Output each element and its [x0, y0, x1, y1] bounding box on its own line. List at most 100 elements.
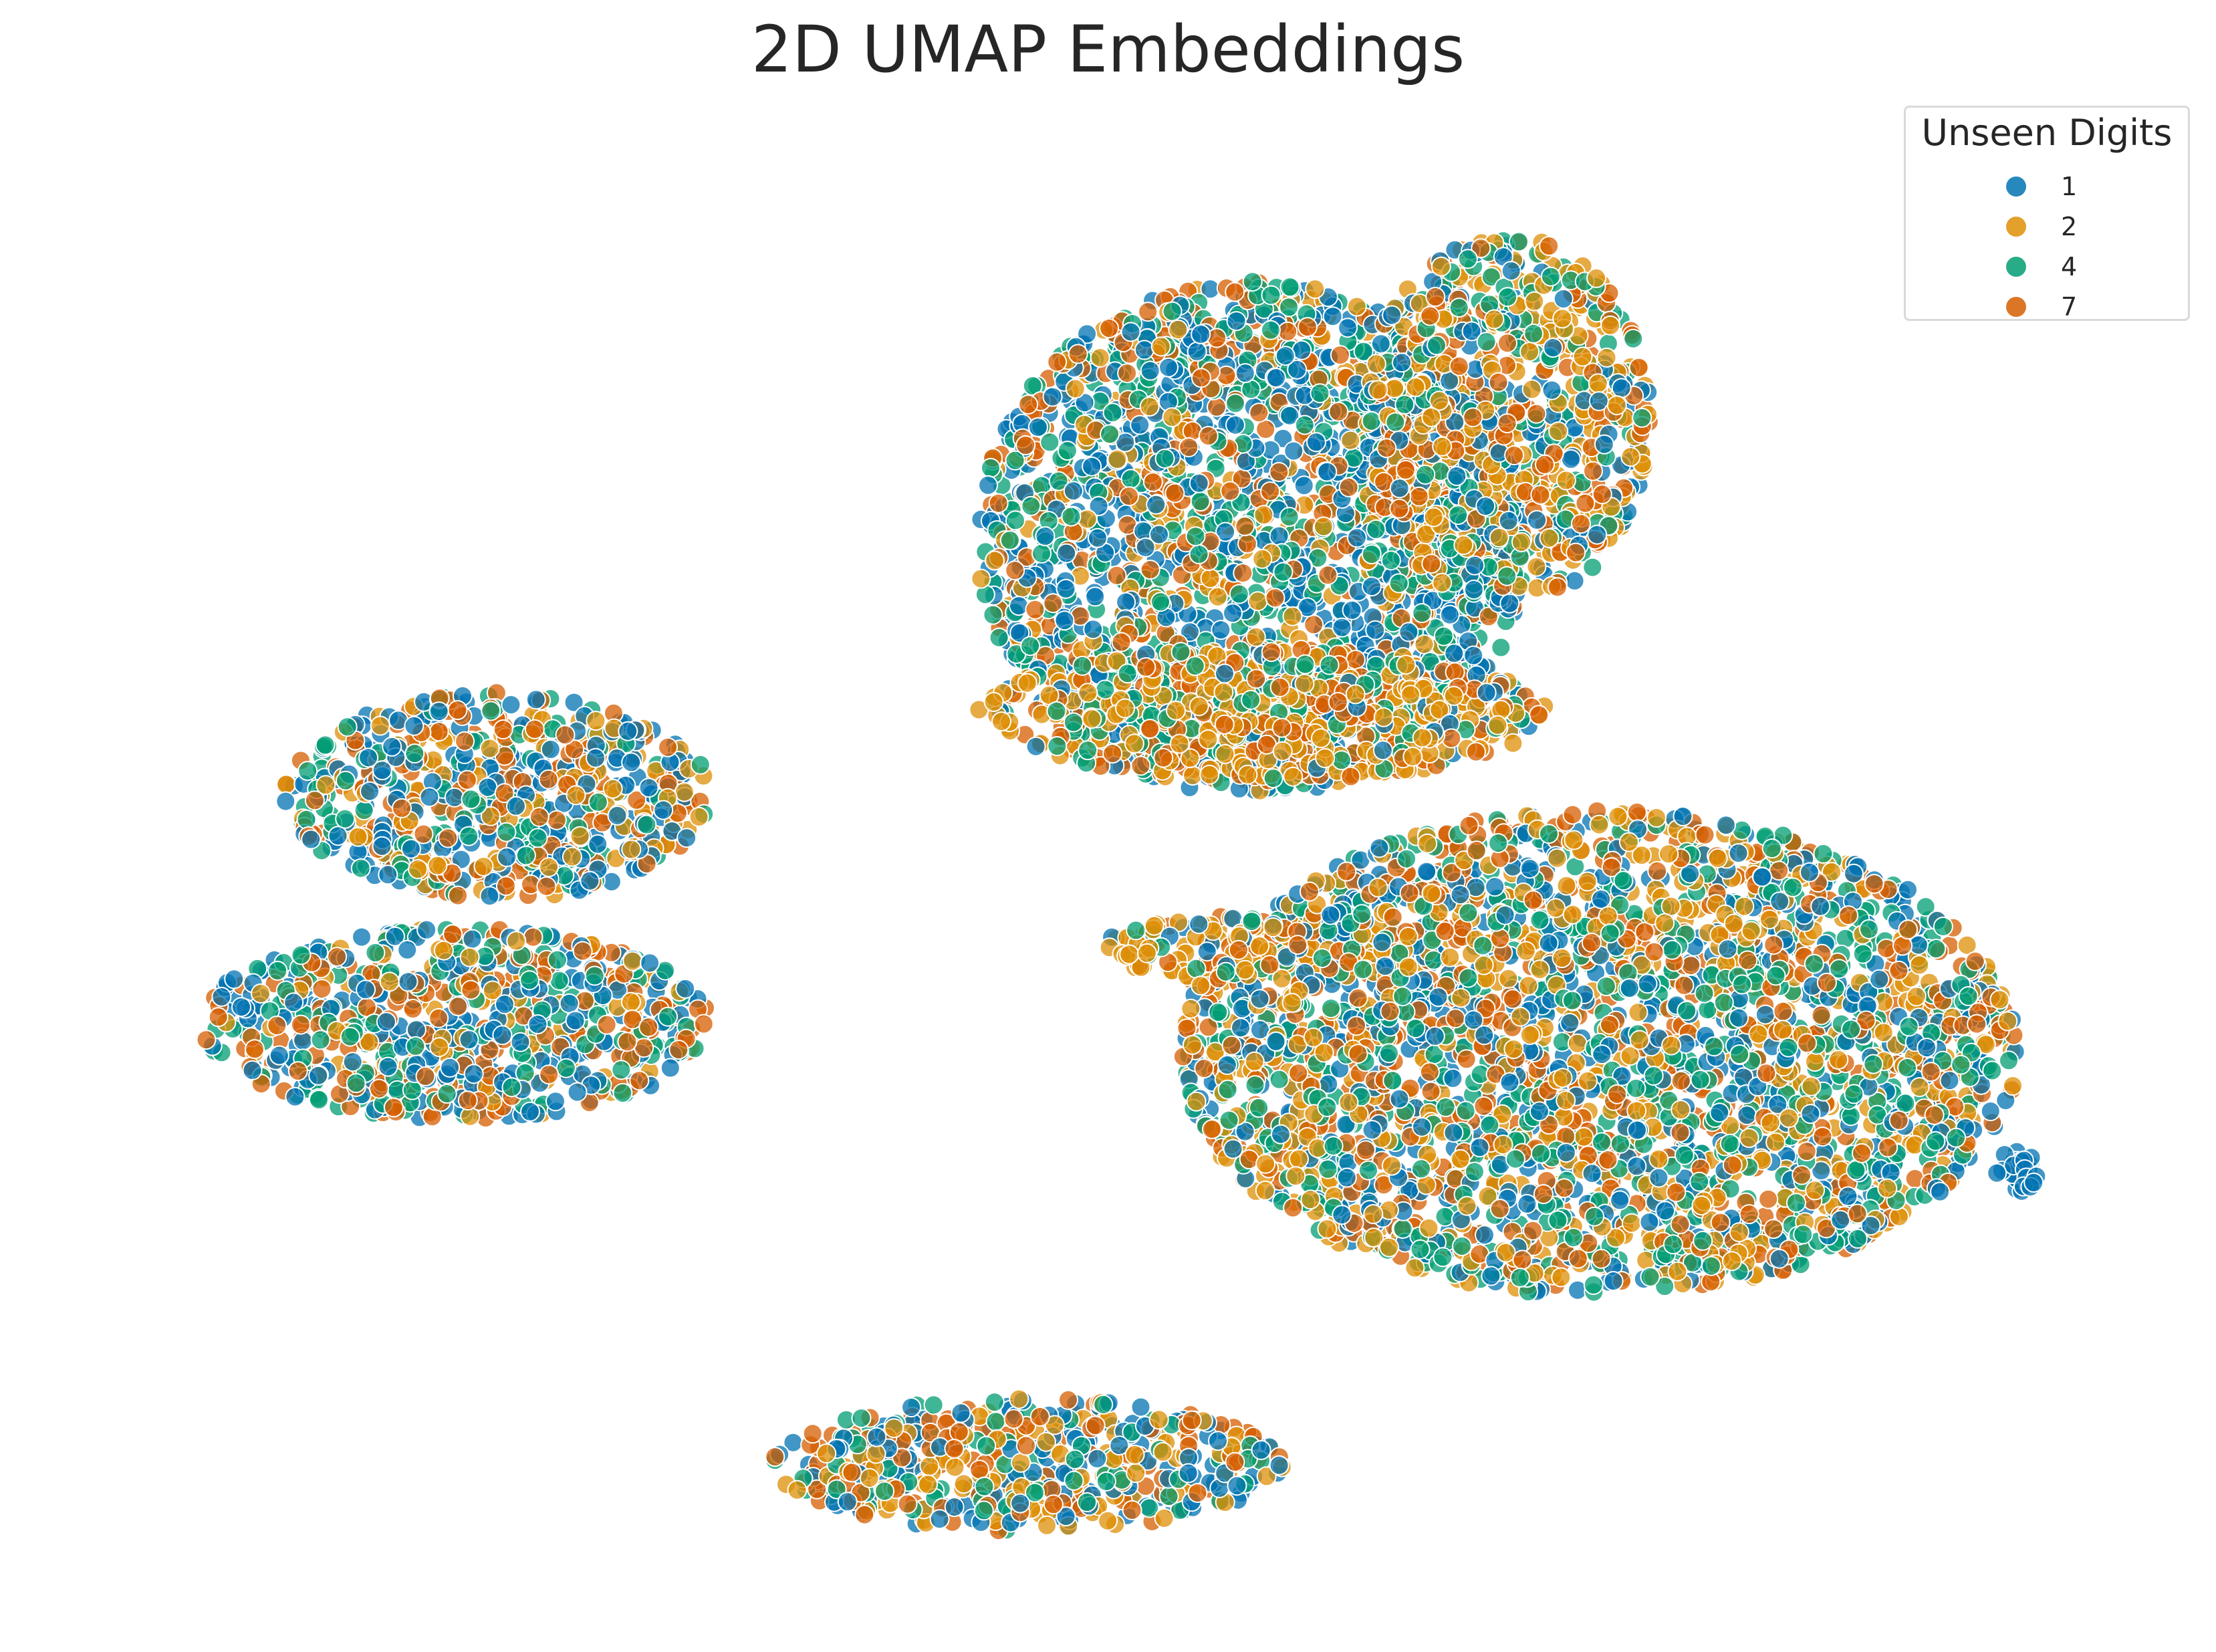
scatter-point-digit-1 — [1055, 611, 1074, 630]
scatter-point-digit-1 — [1465, 556, 1484, 575]
scatter-point-digit-4 — [1390, 574, 1408, 592]
scatter-point-digit-7 — [525, 720, 544, 739]
scatter-point-digit-1 — [1445, 644, 1463, 663]
scatter-point-digit-1 — [1043, 388, 1062, 406]
scatter-point-digit-4 — [1273, 563, 1292, 582]
scatter-point-digit-1 — [1366, 621, 1384, 640]
scatter-point-digit-7 — [430, 722, 449, 741]
scatter-point-digit-1 — [463, 930, 482, 949]
scatter-point-digit-1 — [378, 865, 397, 884]
scatter-point-digit-7 — [1225, 283, 1244, 302]
scatter-point-digit-7 — [1298, 318, 1317, 336]
scatter-point-digit-2 — [1316, 749, 1334, 768]
scatter-point-digit-7 — [1215, 715, 1234, 734]
scatter-point-digit-4 — [1362, 545, 1381, 564]
scatter-point-digit-2 — [985, 693, 1003, 711]
scatter-point-digit-1 — [460, 1030, 479, 1049]
scatter-point-digit-7 — [1207, 398, 1226, 417]
scatter-point-digit-2 — [371, 717, 390, 735]
scatter-point-digit-7 — [404, 999, 422, 1018]
scatter-point-digit-7 — [630, 1071, 648, 1090]
scatter-point-digit-2 — [992, 712, 1011, 731]
scatter-point-digit-7 — [1199, 427, 1218, 445]
scatter-point-digit-7 — [1535, 455, 1554, 474]
scatter-point-digit-4 — [1243, 272, 1262, 291]
scatter-point-digit-7 — [1346, 651, 1365, 669]
scatter-point-digit-2 — [1116, 699, 1134, 718]
scatter-point-digit-7 — [1467, 743, 1485, 761]
scatter-point-digit-4 — [1122, 469, 1140, 488]
scatter-point-digit-4 — [548, 951, 567, 969]
scatter-point-digit-4 — [1264, 769, 1283, 788]
scatter-point-digit-2 — [430, 1038, 449, 1056]
scatter-point-digit-7 — [1540, 237, 1558, 255]
scatter-point-digit-4 — [347, 1074, 366, 1092]
scatter-point-digit-4 — [691, 755, 710, 774]
scatter-point-digit-4 — [1362, 412, 1381, 431]
scatter-point-digit-2 — [1162, 408, 1181, 427]
scatter-point-digit-1 — [1372, 334, 1390, 353]
scatter-point-digit-4 — [516, 1064, 535, 1082]
scatter-point-digit-2 — [1214, 683, 1233, 701]
scatter-point-digit-1 — [1236, 364, 1255, 382]
scatter-point-digit-7 — [1262, 642, 1281, 661]
scatter-point-digit-1 — [1382, 306, 1401, 325]
scatter-point-digit-1 — [1009, 596, 1028, 615]
scatter-point-digit-4 — [1186, 657, 1205, 675]
scatter-point-digit-7 — [461, 981, 480, 999]
scatter-point-digit-4 — [1006, 511, 1025, 529]
scatter-point-digit-2 — [1488, 716, 1507, 735]
scatter-point-digit-2 — [1200, 765, 1219, 784]
scatter-point-digit-4 — [637, 816, 656, 834]
scatter-point-digit-7 — [429, 1009, 448, 1028]
scatter-point-digit-1 — [1086, 587, 1104, 606]
scatter-point-digit-2 — [1209, 588, 1227, 606]
scatter-point-digit-2 — [481, 739, 499, 758]
scatter-point-digit-1 — [1348, 528, 1366, 547]
scatter-point-digit-1 — [1295, 476, 1314, 495]
scatter-point-digit-2 — [435, 941, 453, 960]
scatter-point-digit-4 — [1459, 249, 1477, 268]
scatter-point-digit-4 — [1163, 302, 1182, 321]
scatter-point-digit-4 — [589, 793, 608, 812]
scatter-point-digit-4 — [1498, 287, 1517, 306]
scatter-point-digit-4 — [1104, 403, 1122, 422]
scatter-point-digit-7 — [1318, 566, 1337, 584]
scatter-point-digit-1 — [301, 830, 320, 849]
scatter-point-digit-4 — [1073, 657, 1092, 675]
scatter-point-digit-4 — [406, 1037, 425, 1056]
scatter-point-digit-4 — [1311, 384, 1330, 402]
scatter-point-digit-4 — [462, 790, 481, 808]
scatter-point-digit-4 — [503, 1078, 521, 1096]
scatter-point-digit-2 — [1490, 528, 1509, 547]
scatter-point-digit-1 — [377, 1012, 396, 1031]
scatter-point-digit-1 — [1566, 572, 1584, 590]
scatter-point-digit-7 — [1016, 436, 1035, 455]
scatter-points — [197, 231, 2046, 1540]
scatter-point-digit-7 — [1019, 395, 1037, 414]
scatter-point-digit-1 — [1136, 538, 1155, 557]
scatter-point-digit-2 — [1433, 574, 1451, 592]
scatter-point-digit-1 — [568, 1083, 587, 1102]
scatter-point-digit-2 — [1601, 316, 1620, 335]
scatter-point-digit-2 — [1425, 508, 1443, 527]
scatter-point-digit-4 — [550, 971, 569, 990]
scatter-point-digit-4 — [1156, 449, 1175, 468]
scatter-point-digit-4 — [1021, 636, 1039, 655]
scatter-point-digit-7 — [1221, 482, 1239, 501]
scatter-point-digit-1 — [640, 778, 658, 797]
scatter-point-digit-1 — [1343, 601, 1362, 620]
scatter-point-digit-1 — [359, 748, 378, 767]
scatter-point-digit-7 — [197, 1030, 216, 1049]
scatter-point-digit-7 — [1192, 368, 1211, 387]
scatter-point-digit-2 — [1549, 422, 1568, 441]
scatter-point-digit-1 — [1362, 577, 1381, 596]
scatter-point-digit-7 — [449, 887, 467, 905]
scatter-point-digit-4 — [1241, 691, 1260, 709]
scatter-point-digit-2 — [623, 952, 642, 971]
scatter-point-digit-7 — [1048, 353, 1066, 372]
scatter-point-digit-4 — [981, 459, 1000, 477]
scatter-point-digit-1 — [661, 1059, 680, 1078]
scatter-point-digit-7 — [1269, 463, 1288, 481]
scatter-point-digit-2 — [1403, 747, 1422, 766]
